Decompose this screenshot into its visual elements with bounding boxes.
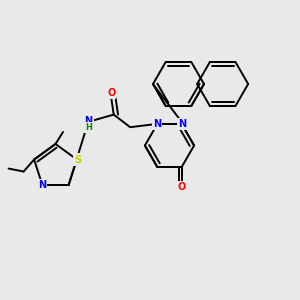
Text: O: O [107,88,116,98]
Text: N: N [38,180,46,190]
Text: O: O [178,182,186,192]
Text: S: S [74,154,81,164]
Text: N: N [178,119,186,129]
Text: N: N [84,116,93,126]
Text: N: N [153,119,161,129]
Text: H: H [85,123,92,132]
